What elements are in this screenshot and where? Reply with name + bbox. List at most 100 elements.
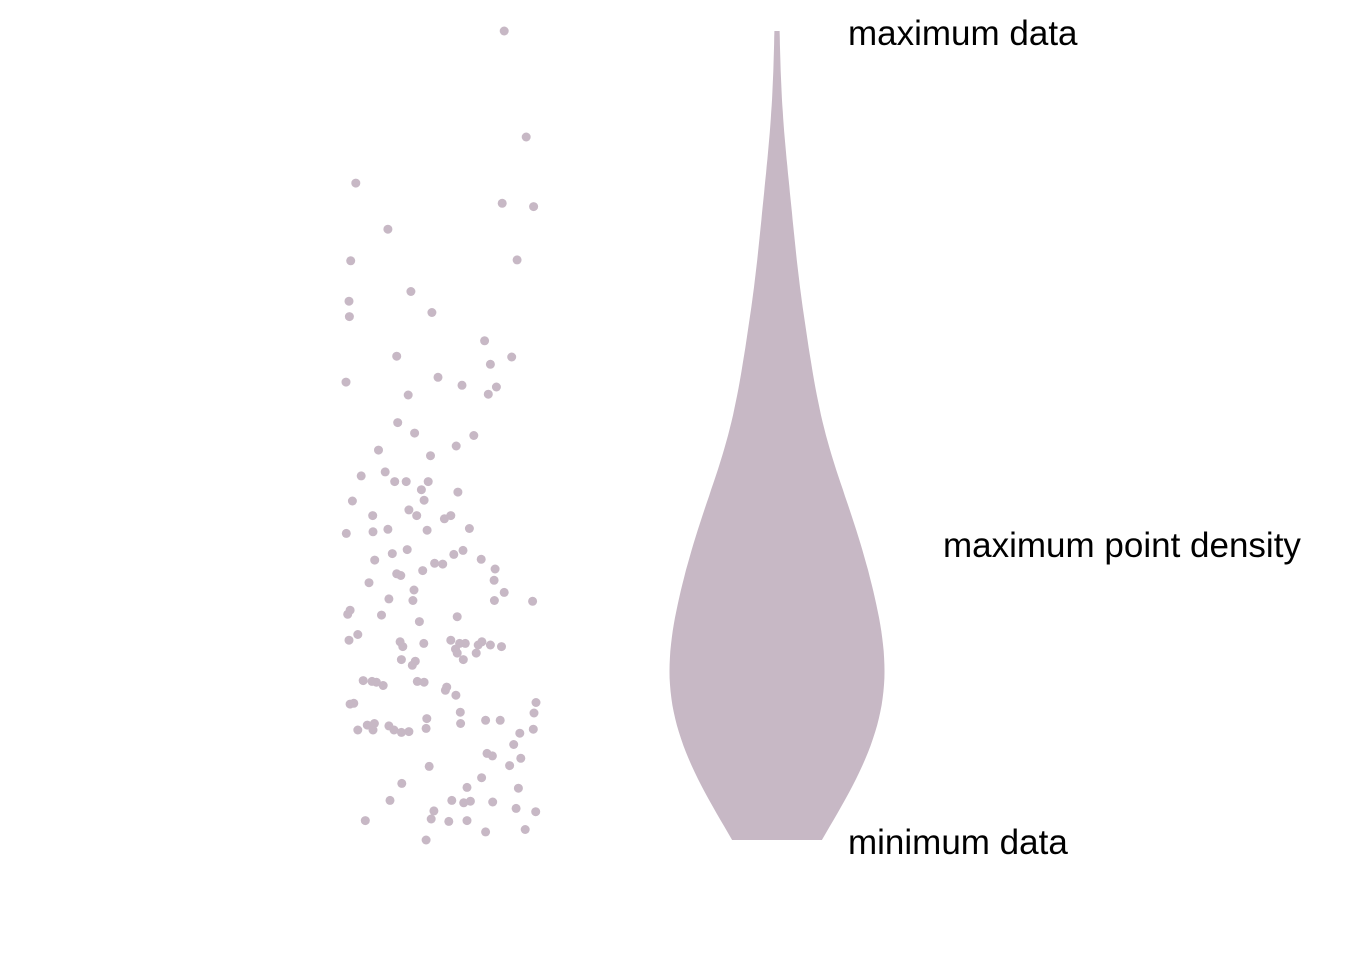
data-point: [419, 638, 429, 648]
data-point: [396, 571, 406, 580]
data-point: [481, 827, 491, 837]
data-point: [531, 698, 541, 707]
data-point: [341, 377, 351, 387]
data-point: [452, 612, 462, 622]
data-point: [412, 676, 422, 686]
annotation-maximum-point-density: maximum point density: [943, 526, 1301, 565]
data-point: [351, 178, 361, 188]
data-point: [529, 708, 539, 718]
data-point: [497, 198, 507, 208]
data-point: [529, 202, 539, 212]
data-point: [509, 740, 519, 749]
data-point: [457, 380, 467, 390]
data-point: [347, 496, 357, 506]
data-point: [490, 564, 500, 574]
data-point: [407, 660, 417, 670]
data-point: [368, 527, 378, 537]
data-point: [456, 719, 466, 728]
data-point: [495, 715, 505, 725]
data-point: [489, 575, 499, 585]
data-point: [439, 514, 449, 524]
data-point: [378, 681, 388, 690]
data-point: [462, 816, 472, 826]
data-point: [452, 648, 462, 658]
data-point: [402, 545, 412, 555]
data-point: [451, 690, 461, 700]
data-point: [528, 596, 538, 606]
data-point: [511, 803, 521, 813]
data-point: [449, 549, 459, 559]
data-point: [393, 418, 403, 428]
data-point: [453, 487, 463, 497]
data-point: [427, 308, 437, 317]
data-point: [344, 635, 354, 645]
data-point: [488, 797, 498, 807]
data-point: [371, 677, 381, 687]
data-point: [477, 637, 487, 647]
data-point: [446, 635, 456, 645]
data-point: [409, 585, 419, 595]
data-point: [499, 587, 509, 597]
data-point: [343, 609, 353, 619]
data-point: [458, 655, 468, 665]
data-point: [395, 637, 405, 647]
data-point: [396, 655, 406, 665]
data-point: [426, 451, 435, 461]
data-point: [396, 727, 406, 737]
data-point: [403, 390, 413, 400]
data-point: [447, 795, 457, 805]
data-point: [471, 648, 481, 658]
data-point: [406, 287, 416, 296]
data-point: [416, 485, 426, 495]
data-point: [383, 524, 393, 534]
data-point: [433, 372, 443, 382]
data-point: [460, 638, 470, 648]
data-point: [389, 725, 399, 735]
data-point: [344, 296, 354, 306]
data-point: [507, 352, 517, 362]
annotation-minimum-data: minimum data: [848, 823, 1068, 862]
data-point: [451, 441, 461, 451]
data-point: [499, 26, 509, 36]
data-point: [341, 528, 351, 538]
data-point: [444, 816, 454, 826]
data-point: [360, 816, 370, 826]
data-point: [426, 814, 436, 824]
data-point: [505, 761, 515, 771]
data-point: [422, 714, 432, 724]
data-point: [480, 336, 490, 346]
data-point: [374, 445, 383, 455]
data-point: [344, 312, 354, 322]
data-point: [414, 617, 424, 627]
data-point: [476, 554, 486, 564]
data-point: [380, 467, 390, 477]
data-point: [353, 725, 363, 735]
data-point: [418, 566, 428, 576]
data-point: [513, 783, 523, 793]
data-point: [485, 359, 495, 369]
data-point: [390, 477, 400, 487]
jitter-points: [341, 26, 541, 845]
data-point: [489, 596, 499, 605]
data-point: [387, 549, 397, 559]
data-point: [491, 382, 501, 392]
data-point: [404, 727, 414, 737]
data-point: [364, 578, 374, 588]
data-point: [410, 428, 420, 438]
data-point: [349, 698, 359, 708]
data-point: [429, 806, 439, 816]
data-point: [401, 477, 411, 487]
data-point: [455, 707, 465, 717]
data-point: [521, 132, 531, 142]
data-point: [424, 761, 434, 771]
data-point: [481, 715, 491, 725]
data-point: [497, 642, 506, 652]
data-point: [438, 559, 448, 569]
data-point: [422, 525, 432, 535]
data-point: [392, 351, 402, 361]
data-point: [412, 511, 422, 521]
data-point: [419, 677, 429, 687]
data-point: [516, 753, 526, 763]
data-point: [469, 431, 479, 440]
